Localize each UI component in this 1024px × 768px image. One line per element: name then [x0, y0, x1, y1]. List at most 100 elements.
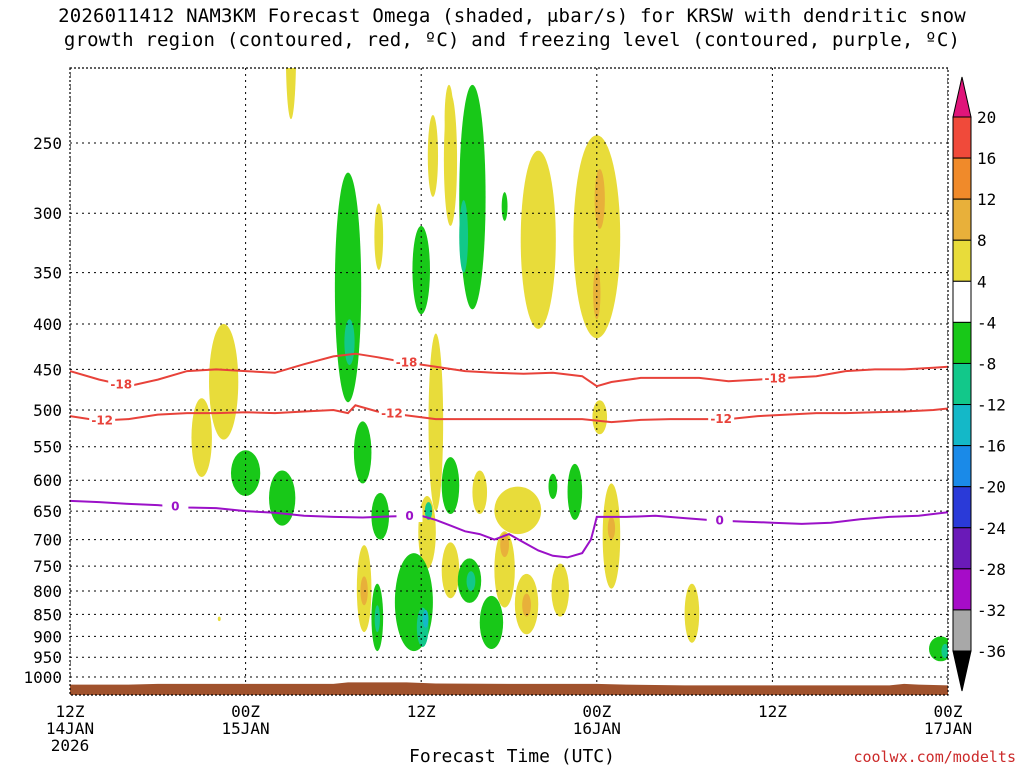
omega-region-51	[941, 643, 948, 659]
omega-region-42	[500, 532, 509, 558]
contour-label-bg	[108, 376, 135, 391]
contour-label-bg	[378, 405, 405, 420]
omega-region-26	[494, 486, 542, 535]
omega-region-44	[522, 593, 531, 617]
y-tick-label-1000: 1000	[23, 668, 62, 687]
x-tick-label-36-1: 16JAN	[573, 719, 621, 738]
colorbar-bin-6	[952, 321, 972, 364]
y-tick-label-650: 650	[33, 502, 62, 521]
contour-label-bg	[393, 354, 420, 369]
contour-label-bg	[89, 412, 116, 427]
x-tick-label-0-0: 12Z	[56, 702, 85, 721]
y-tick-label-900: 900	[33, 627, 62, 646]
omega-region-39	[466, 571, 476, 592]
colorbar-label: -4	[977, 313, 996, 332]
y-tick-label-550: 550	[33, 438, 62, 457]
omega-region-41	[494, 531, 515, 608]
colorbar-label: -28	[977, 560, 1006, 579]
omega-region-5	[269, 470, 296, 526]
contour-line--12	[70, 404, 948, 424]
y-tick-label-250: 250	[33, 134, 62, 153]
colorbar-bin-7	[952, 362, 972, 406]
omega-region-37	[441, 542, 460, 599]
omega-region-12	[427, 115, 439, 197]
omega-region-49	[217, 616, 221, 622]
omega-region-13	[412, 225, 430, 315]
chart-title-line1: 2026011412 NAM3KM Forecast Omega (shaded…	[58, 5, 966, 27]
y-tick-label-700: 700	[33, 531, 62, 550]
plot-frame	[69, 67, 949, 696]
omega-region-3	[191, 398, 212, 478]
terrain	[70, 682, 948, 695]
omega-region-4	[230, 450, 261, 496]
colorbar-bin-13	[952, 609, 972, 652]
omega-region-45	[551, 563, 569, 617]
x-tick-label-24-0: 12Z	[407, 702, 436, 721]
y-tick-label-850: 850	[33, 605, 62, 624]
x-tick-label-60-1: 17JAN	[924, 719, 972, 738]
colorbar-bin-2	[952, 157, 972, 200]
contours: -18 -18 -18 -12 -12 -12 0 0 0	[70, 352, 948, 559]
colorbar-label: -12	[977, 396, 1006, 415]
colorbar-bin-8	[952, 404, 972, 447]
contour-label-bg	[762, 370, 789, 385]
omega-region-0	[286, 68, 296, 120]
colorbar-label: -20	[977, 478, 1006, 497]
credit-link[interactable]: coolwx.com/modelts	[853, 748, 1016, 766]
contour-label-0: 0	[171, 500, 179, 514]
contour-label--18: -18	[110, 378, 132, 392]
colorbar-label: -32	[977, 601, 1006, 620]
omega-region-48	[684, 583, 700, 643]
omega-region-11	[459, 200, 469, 273]
omega-region-47	[607, 516, 616, 540]
y-tick-label-800: 800	[33, 582, 62, 601]
x-tick-label-0-2: 2026	[51, 736, 90, 755]
colorbar-label: 8	[977, 231, 987, 250]
colorbar-bin-5	[952, 280, 972, 323]
y-tick-label-400: 400	[33, 315, 62, 334]
omega-region-6	[334, 172, 362, 403]
omega-region-22	[353, 421, 372, 484]
colorbar-label: -36	[977, 642, 1006, 661]
contour-label-0: 0	[716, 514, 724, 528]
contour-label-0: 0	[405, 509, 413, 523]
grid	[70, 68, 948, 695]
contour-label--12: -12	[381, 406, 403, 420]
contour-line--18	[70, 352, 948, 388]
contour-label--18: -18	[764, 372, 786, 386]
colorbar: 20 16 12 8 4 -4 -8 -12 -16 -20 -24 -28 -32 -36	[952, 76, 1006, 692]
omega-region-29	[592, 400, 608, 435]
x-tick-label-12-1: 15JAN	[222, 719, 270, 738]
colorbar-arrow-top	[952, 76, 972, 118]
contour-label--12: -12	[710, 412, 732, 426]
colorbar-bin-9	[952, 445, 972, 488]
omega-region-19	[428, 333, 444, 512]
colorbar-bin-10	[952, 486, 972, 529]
y-tick-label-450: 450	[33, 360, 62, 379]
y-axis: 250 300 350 400 450 500 550 600 650 700 750 800 850 9…	[23, 134, 62, 687]
colorbar-label: -8	[977, 354, 996, 373]
omega-region-27	[567, 463, 583, 520]
x-tick-label-36-0: 00Z	[582, 702, 611, 721]
x-tick-label-48-0: 12Z	[758, 702, 787, 721]
omega-region-25	[472, 470, 488, 515]
contour-label-bg	[706, 512, 733, 527]
colorbar-bin-4	[952, 239, 972, 282]
omega-region-2	[209, 324, 239, 440]
y-tick-label-600: 600	[33, 471, 62, 490]
contour-label--18: -18	[396, 356, 418, 370]
omega-region-40	[479, 595, 504, 650]
chart-title-line2: growth region (contoured, red, ºC) and f…	[63, 29, 961, 51]
colorbar-label: 20	[977, 108, 996, 127]
contour-label-bg	[708, 411, 735, 426]
omega-region-7	[344, 319, 355, 366]
omega-region-8	[374, 203, 384, 270]
omega-region-9	[443, 93, 458, 226]
colorbar-bin-11	[952, 527, 972, 570]
colorbar-label: -24	[977, 519, 1006, 538]
x-tick-label-60-0: 00Z	[934, 702, 963, 721]
colorbar-bin-1	[952, 116, 972, 159]
omega-region-14	[501, 192, 508, 221]
contour-label-bg	[162, 498, 189, 513]
